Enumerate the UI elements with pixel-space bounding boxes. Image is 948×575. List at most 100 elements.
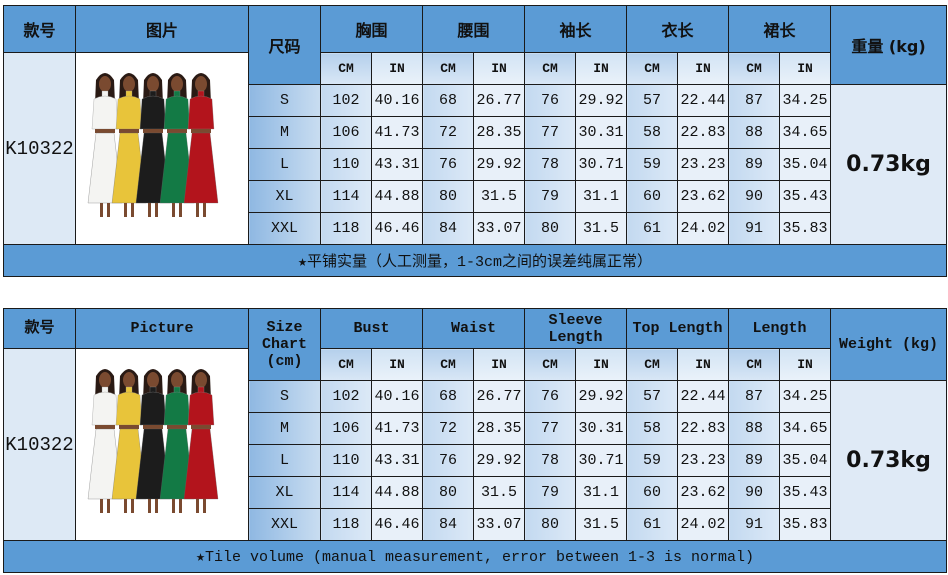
measurement-value: 59 (626, 148, 678, 181)
size-label: M (248, 116, 321, 149)
model-figure (183, 73, 219, 217)
measurement-value: 79 (524, 180, 576, 213)
measurement-value: 80 (524, 508, 576, 541)
unit-in: IN (575, 52, 627, 85)
unit-in: IN (371, 348, 423, 381)
measurement-value: 35.43 (779, 180, 831, 213)
size-table: 款号 图片 尺码 胸围 腰围 袖长 衣长 裙长 重量 (kg) K10322 (3, 5, 947, 277)
measurement-value: 87 (728, 380, 780, 413)
measurement-value: 31.5 (473, 180, 525, 213)
measurement-value: 29.92 (575, 84, 627, 117)
measurement-value: 23.62 (677, 180, 729, 213)
size-label: XXL (248, 212, 321, 245)
unit-in: IN (473, 348, 525, 381)
measurement-value: 58 (626, 412, 678, 445)
measurement-value: 31.5 (473, 476, 525, 509)
unit-in: IN (473, 52, 525, 85)
measurement-value: 89 (728, 148, 780, 181)
unit-in: IN (575, 348, 627, 381)
measurement-value: 77 (524, 116, 576, 149)
measurement-value: 31.1 (575, 476, 627, 509)
measurement-value: 110 (320, 148, 372, 181)
table-row: L 110 43.31 76 29.92 78 30.71 59 23.23 89 35.04 (4, 444, 947, 477)
measurement-value: 41.73 (371, 116, 423, 149)
product-photo (87, 369, 219, 513)
unit-cm: CM (524, 348, 576, 381)
model-figure (87, 369, 123, 513)
unit-cm: CM (422, 52, 474, 85)
measurement-value: 61 (626, 212, 678, 245)
unit-cm: CM (422, 348, 474, 381)
measurement-value: 43.31 (371, 148, 423, 181)
style-code: K10322 (3, 52, 76, 245)
measurement-value: 114 (320, 476, 372, 509)
measurement-value: 34.25 (779, 380, 831, 413)
measure-header: Length (728, 308, 831, 349)
measurement-value: 72 (422, 412, 474, 445)
measurement-value: 31.5 (575, 212, 627, 245)
size-label: L (248, 148, 321, 181)
measurement-value: 102 (320, 380, 372, 413)
unit-cm: CM (728, 348, 780, 381)
size-label: XL (248, 476, 321, 509)
table-row: M 106 41.73 72 28.35 77 30.31 58 22.83 88 34.65 (4, 412, 947, 445)
measurement-value: 80 (524, 212, 576, 245)
size-header: 尺码 (248, 5, 321, 85)
measurement-value: 34.25 (779, 84, 831, 117)
unit-in: IN (677, 348, 729, 381)
measurement-value: 79 (524, 476, 576, 509)
measurement-value: 68 (422, 84, 474, 117)
measurement-value: 91 (728, 212, 780, 245)
measurement-value: 118 (320, 212, 372, 245)
measurement-value: 28.35 (473, 116, 525, 149)
measurement-value: 24.02 (677, 508, 729, 541)
table-row: XL 114 44.88 80 31.5 79 31.1 60 23.62 90 35.43 (4, 476, 947, 509)
measurement-value: 91 (728, 508, 780, 541)
unit-cm: CM (626, 52, 678, 85)
measurement-value: 22.44 (677, 380, 729, 413)
model-figure (159, 369, 195, 513)
weight-header: Weight (kg) (830, 308, 947, 381)
measurement-value: 72 (422, 116, 474, 149)
model-figure (135, 369, 171, 513)
measurement-value: 22.44 (677, 84, 729, 117)
measure-header: 裙长 (728, 5, 831, 53)
measure-header: 衣长 (626, 5, 729, 53)
measurement-value: 84 (422, 508, 474, 541)
measurement-value: 76 (524, 380, 576, 413)
measurement-value: 23.23 (677, 444, 729, 477)
measurement-value: 34.65 (779, 116, 831, 149)
size-label: XL (248, 180, 321, 213)
table-row: S 102 40.16 68 26.77 76 29.92 57 22.44 87 34.25 0.7… (4, 84, 947, 245)
table-row: XL 114 44.88 80 31.5 79 31.1 60 23.62 90 35.43 (4, 180, 947, 213)
measurement-value: 30.71 (575, 148, 627, 181)
measurement-value: 29.92 (575, 380, 627, 413)
measurement-value: 76 (422, 444, 474, 477)
weight-value: 0.73kg (830, 380, 947, 541)
measure-header: Sleeve Length (524, 308, 627, 349)
measurement-value: 58 (626, 116, 678, 149)
table-row: XXL 118 46.46 84 33.07 80 31.5 61 24.02 91 35.83 (4, 508, 947, 541)
measurement-value: 106 (320, 116, 372, 149)
model-figure (87, 73, 123, 217)
measurement-value: 34.65 (779, 412, 831, 445)
measurement-value: 31.5 (575, 508, 627, 541)
measurement-value: 29.92 (473, 444, 525, 477)
measurement-value: 106 (320, 412, 372, 445)
weight-value: 0.73kg (830, 84, 947, 245)
model-figure (111, 73, 147, 217)
picture-header: Picture (75, 308, 249, 349)
measurement-value: 89 (728, 444, 780, 477)
picture-header: 图片 (75, 5, 249, 53)
unit-cm: CM (728, 52, 780, 85)
footnote: ★Tile volume (manual measurement, error … (3, 540, 947, 573)
measurement-value: 110 (320, 444, 372, 477)
table-row: M 106 41.73 72 28.35 77 30.31 58 22.83 88 34.65 (4, 116, 947, 149)
unit-cm: CM (320, 348, 372, 381)
measurement-value: 40.16 (371, 84, 423, 117)
size-label: S (248, 84, 321, 117)
measurement-value: 61 (626, 508, 678, 541)
measurement-value: 84 (422, 212, 474, 245)
measurement-value: 59 (626, 444, 678, 477)
measurement-value: 46.46 (371, 212, 423, 245)
